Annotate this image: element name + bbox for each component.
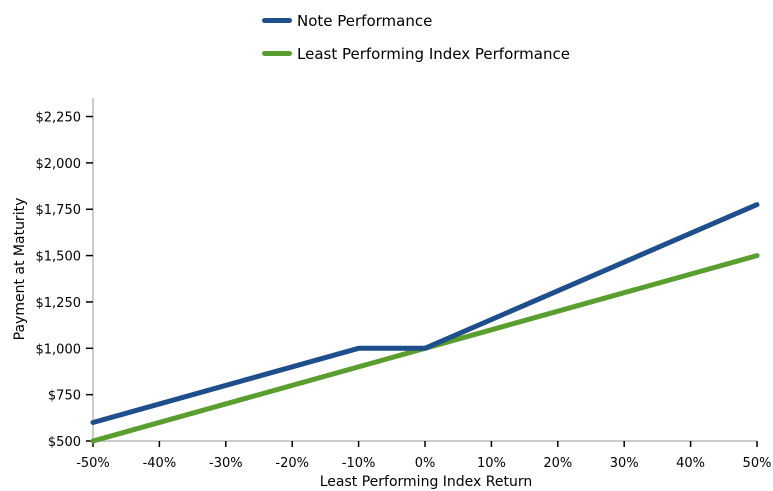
y-tick-label: $1,000 [36,342,82,357]
legend-swatch-index [262,51,292,56]
x-tick-label: 30% [610,456,639,471]
y-axis-title: Payment at Maturity [12,198,28,341]
x-tick-label: -20% [275,456,309,471]
x-tick-label: 40% [676,456,705,471]
note-performance-line [90,202,760,425]
x-tick-label: -30% [209,456,243,471]
axes [92,98,757,442]
y-tick-label: $500 [48,435,81,450]
x-tick-label: -40% [143,456,177,471]
series-lines [90,202,760,444]
legend-label-index: Least Performing Index Performance [297,44,570,63]
y-tick-label: $1,750 [36,203,82,218]
x-axis-title: Least Performing Index Return [320,474,532,490]
x-tick-label: 50% [743,456,772,471]
x-tick-label: -50% [76,456,110,471]
y-tick-label: $2,000 [36,157,82,172]
y-tick-label: $1,500 [36,250,82,265]
x-tick-label: 20% [543,456,572,471]
legend-item-note: Note Performance [262,4,570,37]
legend-label-note: Note Performance [297,11,433,30]
legend-item-index: Least Performing Index Performance [262,37,570,70]
y-tick-label: $750 [48,389,81,404]
y-tick-label: $1,250 [36,296,82,311]
legend: Note Performance Least Performing Index … [262,4,570,70]
y-tick-label: $2,250 [36,111,82,126]
x-tick-label: 0% [415,456,436,471]
x-tick-label: -10% [342,456,376,471]
legend-swatch-note [262,18,292,23]
ticks: $500 $750 $1,000 $1,250 $1,500 $1,750 $2,000 $2… [36,111,772,471]
x-tick-label: 10% [477,456,506,471]
